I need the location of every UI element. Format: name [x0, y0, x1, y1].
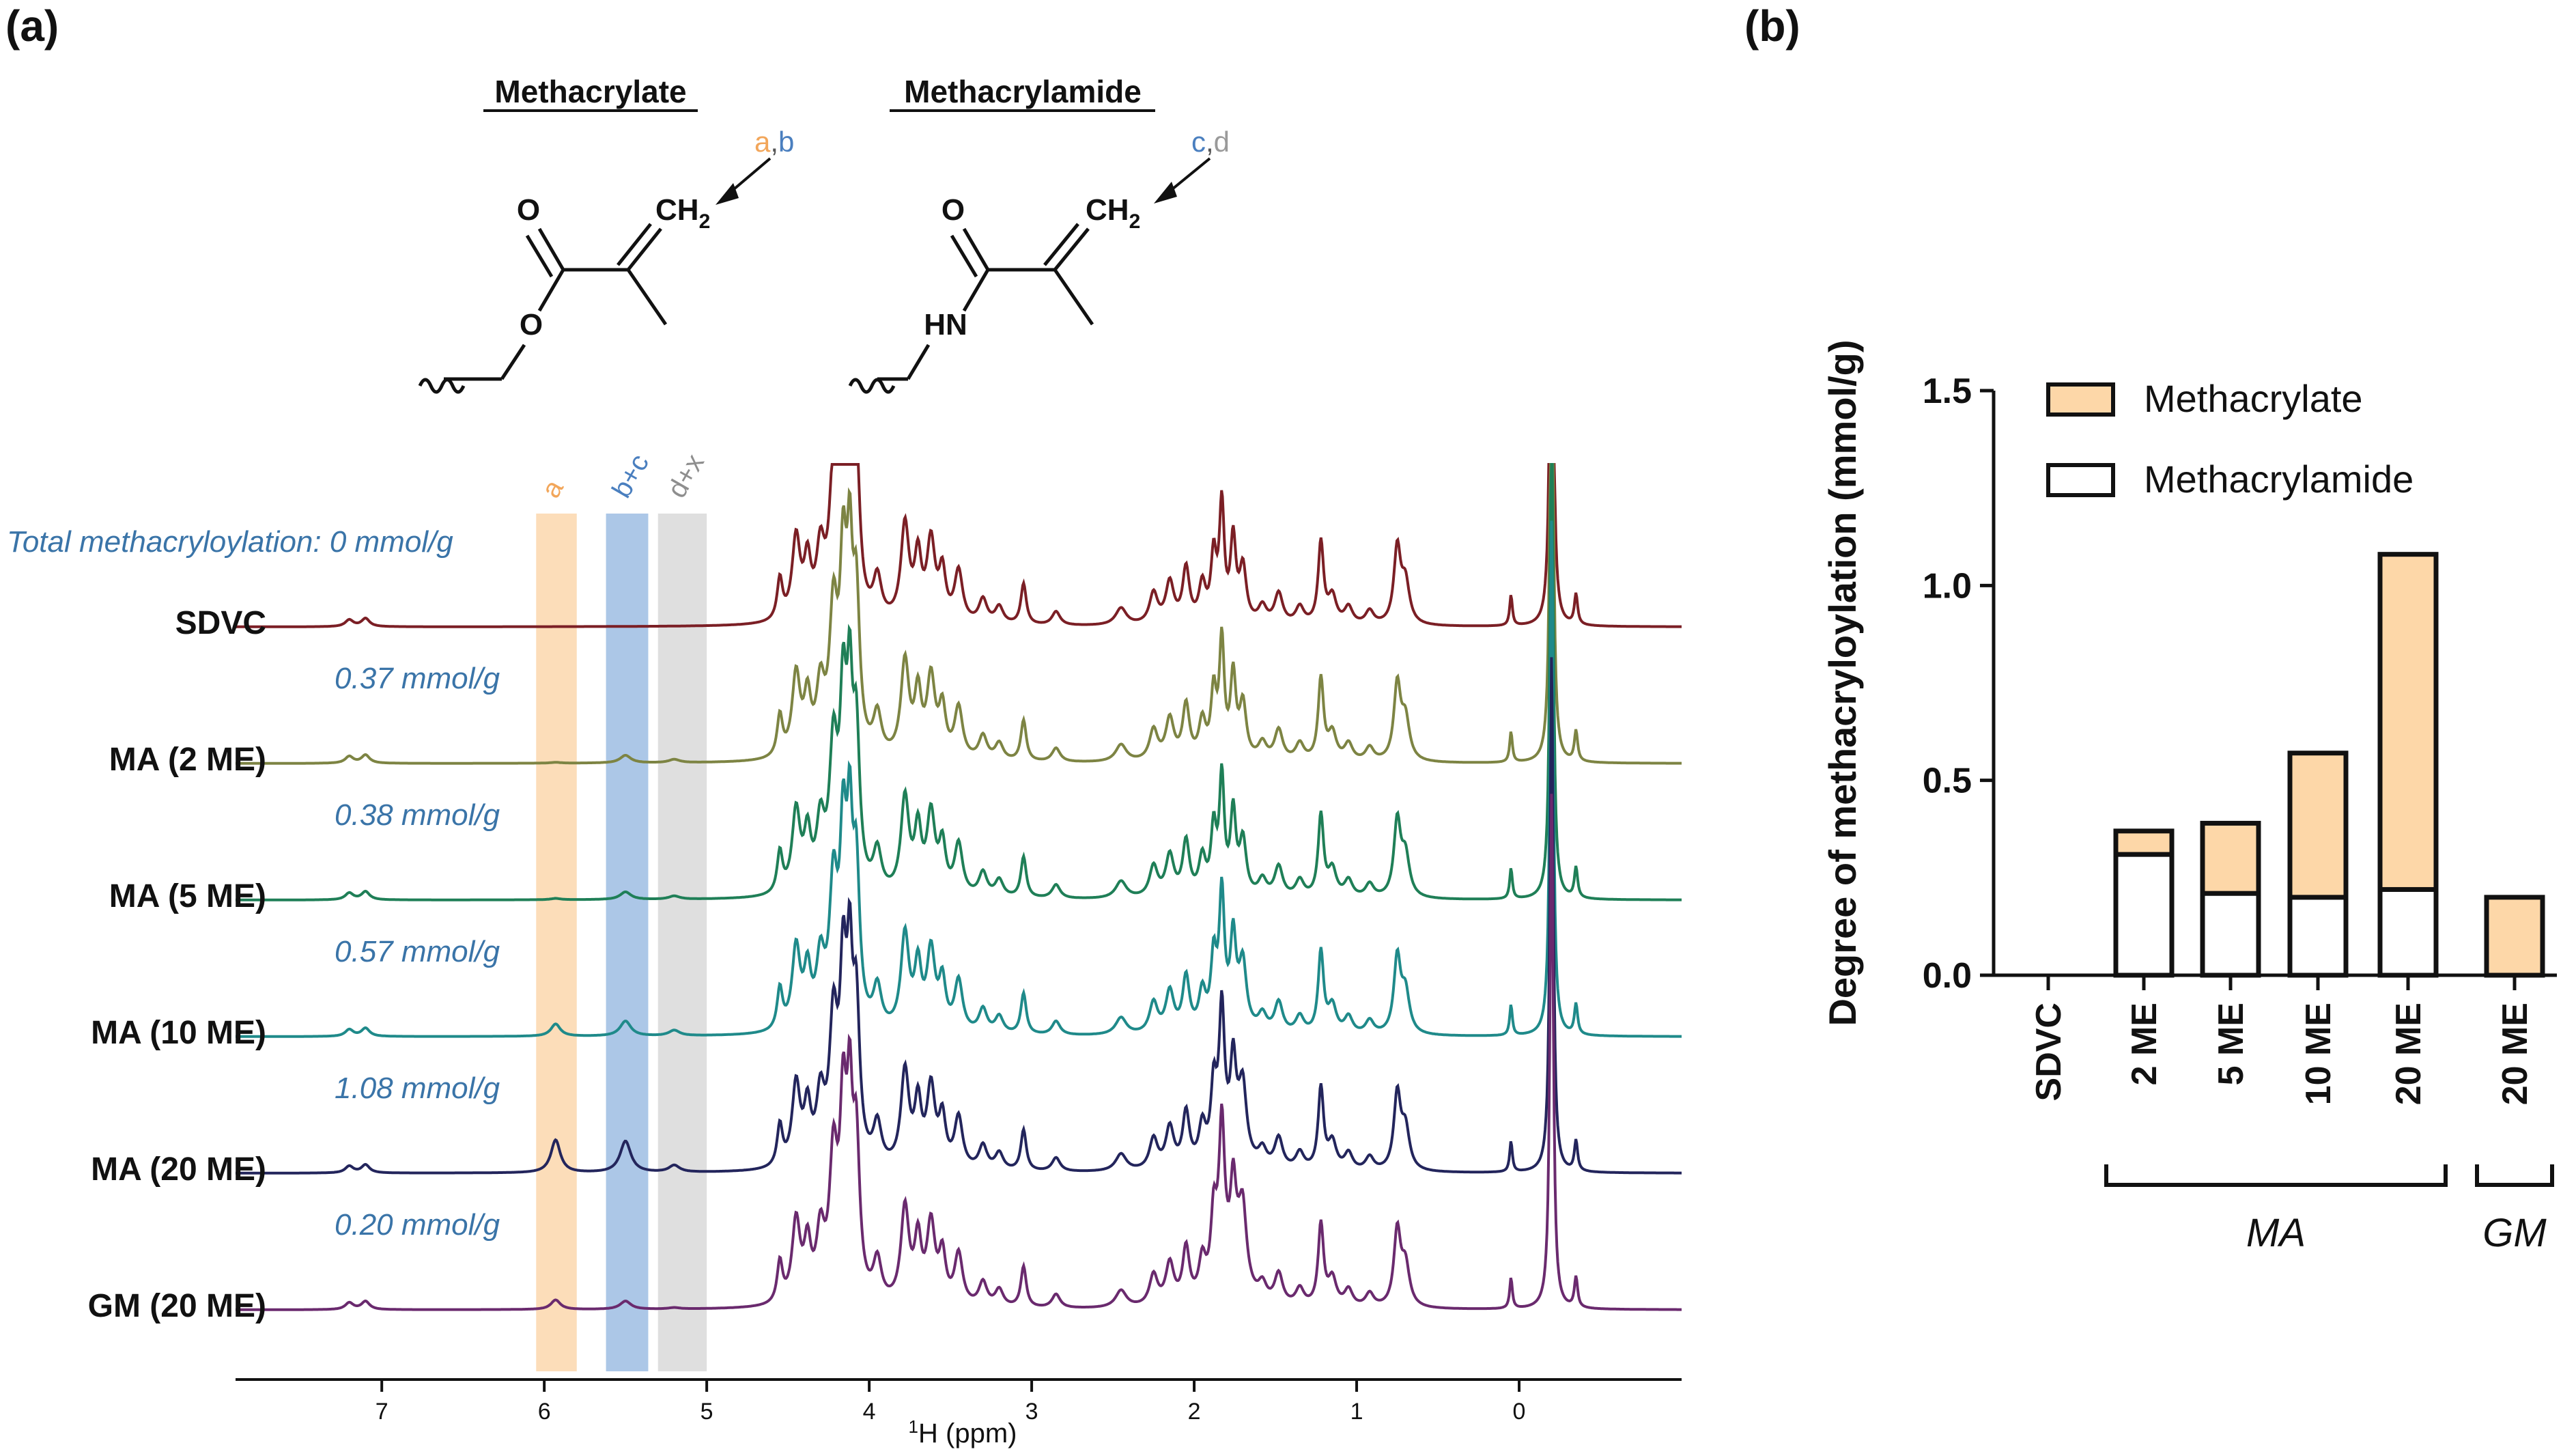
ppm-tick-label-7: 0: [1513, 1399, 1526, 1425]
ppm-axis: 7 6 5 4 3 2 1 0 1H (ppm): [236, 1378, 1682, 1448]
x-tick-label-3: 10 ME: [2299, 1003, 2338, 1105]
spectrum-line-2: [236, 463, 1682, 901]
legend-label-1: Methacrylamide: [2144, 458, 2414, 501]
spectrum-annotation-3: 0.57 mmol/g: [335, 935, 500, 968]
ppm-tick-label-4: 3: [1025, 1399, 1038, 1425]
spectrum-line-4: [236, 657, 1682, 1175]
group-bracket-0: [2104, 1164, 2448, 1187]
panel-a-label: (a): [5, 1, 59, 51]
spectrum-name-3: MA (10 ME): [91, 1015, 266, 1051]
methacrylate-arrowhead: [716, 183, 739, 205]
methacrylate-wavy-bond: [418, 378, 466, 394]
nmr-spectra: [236, 463, 1682, 1311]
spectra-labels: SDVC Total methacryloylation: 0 mmol/g MA …: [7, 525, 500, 1324]
band-label-1: b+c: [606, 449, 655, 503]
group-label-1: GM: [2482, 1211, 2547, 1255]
band-2: [657, 514, 707, 1371]
methacrylate-o-label: O: [517, 193, 540, 227]
spectrum-name-2: MA (5 ME): [109, 878, 266, 914]
highlight-bands: [536, 514, 707, 1371]
spectrum-name-4: MA (20 ME): [91, 1151, 266, 1188]
bar-methacrylamide-1: [2113, 852, 2175, 978]
spectrum-annotation-2: 0.38 mmol/g: [335, 798, 500, 832]
ppm-axis-label: 1H (ppm): [909, 1416, 1017, 1448]
spectrum-annotation-0: Total methacryloylation: 0 mmol/g: [7, 525, 453, 559]
spectrum-annotation-1: 0.37 mmol/g: [335, 662, 500, 695]
x-tick-label-4: 20 ME: [2389, 1003, 2429, 1105]
bar-methacrylate-3: [2287, 751, 2349, 900]
y-tick-label-2: 1.0: [1923, 566, 1972, 606]
methacrylate-ch2-label: CH2: [655, 193, 710, 233]
group-bracket-1: [2475, 1164, 2554, 1187]
spectrum-line-1: [236, 463, 1682, 765]
panel-a: (a) Methacrylate a,b O CH2 O: [5, 1, 1682, 1448]
band-1: [606, 514, 649, 1371]
x-tick-label-2: 5 ME: [2211, 1003, 2251, 1085]
ppm-tick-label-2: 5: [700, 1399, 713, 1425]
band-label-0: a: [536, 475, 570, 503]
bar-chart: 0.0 0.5 1.0 1.5 Degree of methacryloylation …: [1821, 339, 2557, 1255]
methacrylate-bonds: [444, 223, 668, 381]
legend-label-0: Methacrylate: [2144, 377, 2363, 420]
methacrylamide-arrow-label: c,d: [1191, 126, 1230, 158]
spectrum-line-5: [236, 794, 1682, 1311]
methacrylamide-structure: Methacrylamide c,d O CH2 HN: [848, 74, 1230, 394]
spectrum-annotation-5: 0.20 mmol/g: [335, 1208, 500, 1242]
ppm-tick-label-1: 6: [538, 1399, 551, 1425]
legend-swatch-0: [2046, 382, 2115, 417]
panel-b-label: (b): [1744, 1, 1800, 51]
x-tick-label-1: 2 ME: [2125, 1003, 2164, 1085]
x-tick-label-0: SDVC: [2029, 1003, 2069, 1101]
x-tick-label-5: 20 ME: [2495, 1003, 2535, 1105]
y-axis-label: Degree of methacryloylation (mmol/g): [1821, 339, 1864, 1026]
y-tick-label-1: 0.5: [1923, 761, 1972, 801]
spectrum-annotation-4: 1.08 mmol/g: [335, 1072, 500, 1105]
methacrylate-ester-o-label: O: [520, 308, 543, 341]
bar-methacrylate-5: [2484, 895, 2545, 978]
panel-b: (b) 0.0 0.5 1.0 1.5 Degree of methacryloylat…: [1744, 1, 2557, 1255]
band-labels: a b+c d+x: [536, 449, 710, 503]
y-tick-label-3: 1.5: [1923, 372, 1972, 411]
methacrylate-title: Methacrylate: [494, 74, 686, 109]
spectrum-name-1: MA (2 ME): [109, 742, 266, 778]
methacrylamide-o-label: O: [942, 193, 965, 227]
spectrum-line-3: [236, 520, 1682, 1038]
methacrylamide-ch2-label: CH2: [1086, 193, 1140, 233]
methacrylamide-title: Methacrylamide: [904, 74, 1142, 109]
group-label-0: MA: [2246, 1211, 2306, 1255]
ppm-tick-label-6: 1: [1350, 1399, 1363, 1425]
spectrum-name-0: SDVC: [175, 605, 266, 641]
ppm-tick-label-5: 2: [1188, 1399, 1201, 1425]
methacrylamide-bonds: [877, 223, 1094, 381]
methacrylamide-wavy-bond: [848, 378, 896, 394]
band-label-2: d+x: [662, 449, 710, 503]
ppm-tick-label-3: 4: [863, 1399, 876, 1425]
methacrylamide-arrowhead: [1154, 182, 1177, 204]
bar-methacrylate-4: [2377, 552, 2439, 892]
band-0: [536, 514, 577, 1371]
bar-methacrylate-1: [2113, 828, 2175, 857]
bar-methacrylamide-2: [2200, 891, 2261, 978]
spectrum-name-5: GM (20 ME): [88, 1288, 266, 1324]
legend-swatch-1: [2046, 463, 2115, 497]
spectrum-line-0: [236, 463, 1682, 628]
methacrylamide-hn-label: HN: [924, 308, 967, 341]
methacrylate-arrow-label: a,b: [754, 126, 794, 158]
ppm-tick-label-0: 7: [376, 1399, 388, 1425]
bar-methacrylamide-4: [2377, 886, 2439, 978]
methacrylate-structure: Methacrylate a,b O CH2 O: [418, 74, 794, 394]
bar-methacrylate-2: [2200, 820, 2261, 896]
y-tick-label-0: 0.0: [1923, 956, 1972, 996]
bar-methacrylamide-3: [2287, 895, 2349, 978]
